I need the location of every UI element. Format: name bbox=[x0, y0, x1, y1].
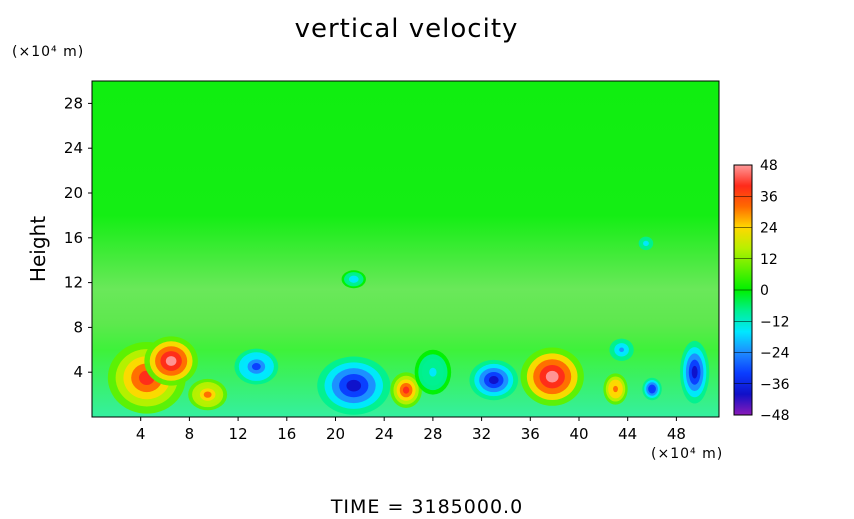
colorbar-tick-label: −12 bbox=[760, 314, 790, 330]
heatmap-cell bbox=[488, 376, 499, 385]
heatmap-cell bbox=[650, 386, 654, 392]
plot-frame bbox=[91, 80, 720, 418]
x-tick-label: 40 bbox=[569, 425, 588, 443]
x-tick-label: 4 bbox=[136, 425, 146, 443]
heatmap-cell bbox=[165, 356, 177, 366]
colorbar-tick-label: 36 bbox=[760, 189, 778, 205]
y-tick-label: 20 bbox=[64, 184, 83, 202]
heatmap-cell bbox=[203, 391, 212, 398]
heatmap-cell bbox=[346, 379, 362, 392]
x-axis-unit: (×10⁴ m) bbox=[651, 446, 724, 462]
y-axis-unit: (×10⁴ m) bbox=[12, 44, 85, 60]
colorbar-tick-label: −48 bbox=[760, 408, 790, 424]
heatmap-cell bbox=[619, 347, 625, 353]
colorbar-tick-label: 24 bbox=[760, 221, 778, 237]
heatmap-cell bbox=[351, 277, 357, 282]
heatmap-cell bbox=[545, 370, 559, 383]
colorbar-tick-label: 0 bbox=[760, 283, 769, 299]
y-tick-label: 4 bbox=[73, 363, 83, 381]
x-tick-label: 24 bbox=[375, 425, 394, 443]
heatmap-cell bbox=[613, 385, 618, 393]
x-tick-label: 48 bbox=[667, 425, 686, 443]
x-tick-label: 16 bbox=[277, 425, 296, 443]
heatmap-cell bbox=[429, 367, 437, 377]
heatmap-field bbox=[92, 81, 719, 417]
y-tick-label: 8 bbox=[73, 318, 83, 336]
x-tick-label: 36 bbox=[521, 425, 540, 443]
chart-title: vertical velocity bbox=[294, 14, 519, 44]
y-tick-label: 24 bbox=[64, 139, 83, 157]
x-tick-label: 44 bbox=[618, 425, 637, 443]
x-tick-label: 32 bbox=[472, 425, 491, 443]
colorbar-tick-label: −36 bbox=[760, 377, 790, 393]
x-tick-label: 12 bbox=[229, 425, 248, 443]
y-tick-label: 16 bbox=[64, 229, 83, 247]
y-tick-label: 12 bbox=[64, 274, 83, 292]
time-footer: TIME = 3185000.0 bbox=[330, 496, 524, 518]
colorbar-tick-label: −24 bbox=[760, 346, 790, 362]
heatmap-cell bbox=[402, 386, 410, 394]
heatmap-cell bbox=[691, 365, 698, 379]
heatmap-cell bbox=[251, 363, 261, 371]
heatmap-cell bbox=[644, 242, 648, 245]
x-tick-label: 28 bbox=[423, 425, 442, 443]
colorbar-tick-label: 48 bbox=[760, 158, 778, 174]
x-tick-label: 8 bbox=[185, 425, 195, 443]
colorbar-tick-label: 12 bbox=[760, 252, 778, 268]
y-tick-label: 28 bbox=[64, 94, 83, 112]
x-tick-label: 20 bbox=[326, 425, 345, 443]
